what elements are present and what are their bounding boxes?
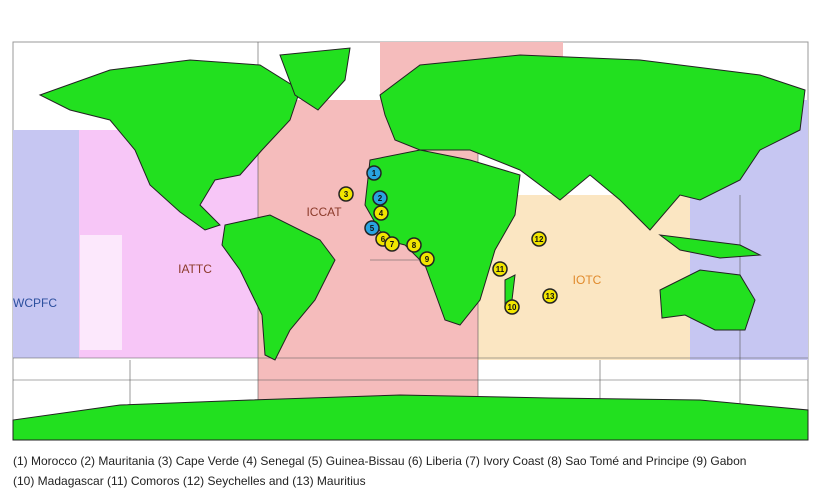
marker-label: 8 — [412, 241, 417, 250]
marker — [419, 251, 435, 267]
north-america — [38, 59, 301, 231]
region-label: ICCAT — [306, 205, 342, 219]
marker-label: 7 — [390, 240, 395, 249]
wcpfc-area — [13, 130, 79, 358]
marker — [372, 190, 388, 206]
south-america — [221, 214, 336, 361]
marker-label: 13 — [546, 292, 555, 301]
marker — [364, 220, 380, 236]
marker-label: 6 — [381, 235, 386, 244]
marker — [492, 261, 508, 277]
indonesia — [658, 234, 762, 259]
marker-label: 12 — [535, 235, 544, 244]
marker — [366, 165, 382, 181]
marker-label: 2 — [378, 194, 383, 203]
eurasia — [379, 54, 806, 231]
marker — [338, 186, 354, 202]
marker-label: 1 — [372, 169, 377, 178]
marker-label: 3 — [344, 190, 349, 199]
marker-label: 9 — [425, 255, 430, 264]
region-label: IATTC — [178, 262, 212, 276]
marker-label: 11 — [496, 265, 505, 274]
marker-label: 4 — [379, 209, 384, 218]
marker — [384, 236, 400, 252]
marker — [542, 288, 558, 304]
region-label: WCPFC — [13, 296, 57, 310]
marker-label: 10 — [508, 303, 517, 312]
marker — [504, 299, 520, 315]
marker — [406, 237, 422, 253]
australia — [659, 269, 756, 331]
hatched-area — [80, 235, 122, 350]
antarctica — [12, 394, 809, 441]
marker — [531, 231, 547, 247]
caption-line: (10) Madagascar (11) Comoros (12) Seyche… — [13, 474, 366, 488]
greenland — [279, 47, 351, 111]
marker — [373, 205, 389, 221]
caption-line: (1) Morocco (2) Mauritania (3) Cape Verd… — [13, 454, 746, 468]
marker-label: 5 — [370, 224, 375, 233]
region-label: IOTC — [573, 273, 602, 287]
